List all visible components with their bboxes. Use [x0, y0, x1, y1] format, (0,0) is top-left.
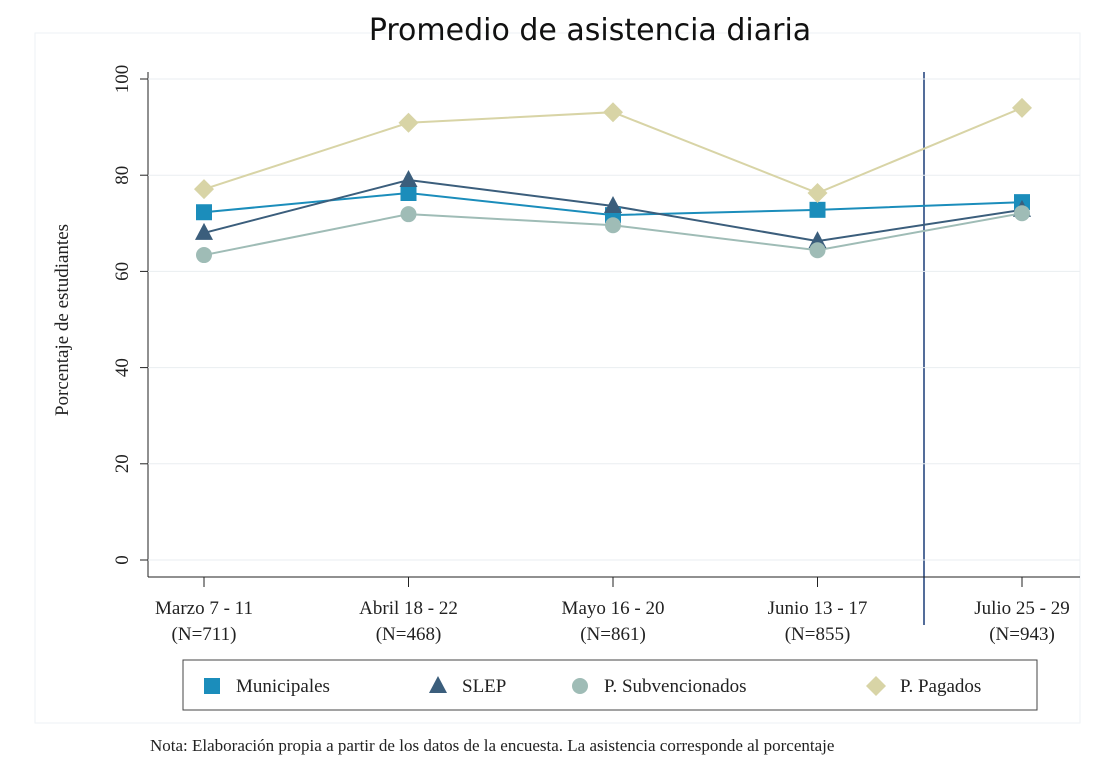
legend-label: Municipales — [236, 676, 330, 697]
legend-label: SLEP — [462, 676, 506, 697]
marker — [1014, 205, 1030, 222]
x-tick-label: Junio 13 - 17 — [768, 598, 868, 619]
x-tick-label: Marzo 7 - 11 — [155, 598, 253, 619]
legend-marker — [204, 678, 220, 694]
y-tick-label: 60 — [112, 262, 133, 281]
marker — [809, 201, 826, 218]
y-axis-label: Porcentaje de estudiantes — [52, 224, 73, 416]
marker — [604, 195, 622, 213]
marker — [196, 204, 212, 221]
chart-title: Promedio de asistencia diaria — [369, 13, 811, 48]
marker — [194, 179, 214, 200]
marker — [400, 206, 417, 223]
note: Nota: Elaboración propia a partir de los… — [150, 736, 834, 755]
marker — [1012, 97, 1032, 118]
x-tick-label: (N=855) — [785, 624, 851, 645]
y-tick-label: 100 — [112, 65, 133, 94]
x-tick-label: (N=711) — [172, 624, 237, 645]
marker — [400, 184, 417, 201]
legend-box — [182, 659, 1038, 711]
marker — [399, 170, 418, 188]
x-tick-label: (N=468) — [376, 624, 442, 645]
legend-label: P. Subvencionados — [604, 676, 747, 697]
y-tick-label: 20 — [112, 454, 133, 473]
x-tick-label: Mayo 16 - 20 — [562, 598, 665, 619]
marker — [196, 247, 212, 264]
marker — [603, 102, 623, 123]
marker — [807, 182, 828, 203]
marker — [809, 242, 826, 259]
marker — [605, 217, 621, 234]
marker — [398, 112, 419, 133]
x-tick-label: (N=943) — [989, 624, 1055, 645]
y-tick-label: 80 — [112, 166, 133, 185]
y-tick-label: 40 — [112, 358, 133, 377]
legend-marker — [572, 678, 588, 694]
x-tick-label: (N=861) — [580, 624, 646, 645]
marker — [195, 222, 213, 240]
x-tick-label: Julio 25 - 29 — [974, 598, 1070, 619]
legend-marker — [866, 676, 886, 696]
legend-marker — [429, 676, 447, 693]
chart-frame — [34, 32, 1081, 724]
legend-label: P. Pagados — [900, 676, 981, 697]
x-tick-label: Abril 18 - 22 — [359, 598, 458, 619]
y-tick-label: 0 — [112, 555, 133, 565]
